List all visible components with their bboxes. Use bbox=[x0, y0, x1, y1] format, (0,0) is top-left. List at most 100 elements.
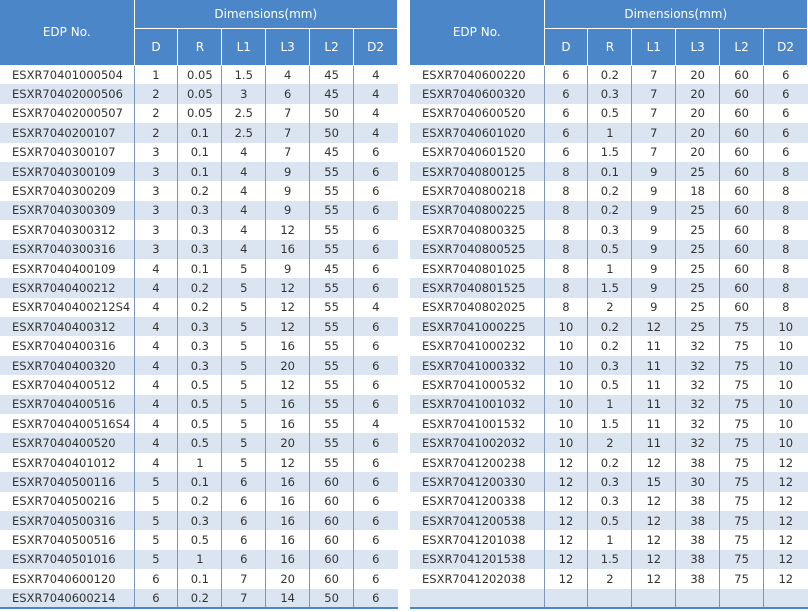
dimension-cell: 75 bbox=[719, 414, 764, 434]
table-row: ESXR7040400109 4 0.1 5 9 45 6 bbox=[0, 258, 398, 279]
dimension-cell: 0.2 bbox=[177, 278, 222, 298]
table-row: ESXR70402000507 2 0.05 2.5 7 50 4 bbox=[0, 103, 398, 124]
dimension-cell: 4 bbox=[221, 161, 266, 182]
dimension-cell: 9 bbox=[265, 200, 310, 221]
dimension-cell: 6 bbox=[763, 103, 808, 124]
column-header-r: R bbox=[587, 27, 633, 66]
column-header-d: D bbox=[133, 27, 179, 66]
dimension-cell: 2 bbox=[133, 123, 178, 143]
dimension-cell: 75 bbox=[719, 317, 764, 337]
dimension-cell: 6 bbox=[353, 239, 398, 259]
dimension-cell: 16 bbox=[265, 530, 310, 550]
edp-cell: ESXR7040400320 bbox=[0, 355, 134, 376]
table-row: ESXR7040600214 6 0.2 7 14 50 6 bbox=[0, 588, 398, 608]
dimension-cell: 0.2 bbox=[587, 65, 632, 85]
dimension-cell: 5 bbox=[221, 336, 266, 356]
dimension-cell: 12 bbox=[763, 530, 808, 550]
dimension-cell: 55 bbox=[309, 433, 354, 453]
dimension-cell: 60 bbox=[719, 103, 764, 124]
dimension-cell: 6 bbox=[353, 200, 398, 221]
dimension-cell: 12 bbox=[543, 549, 588, 570]
dimension-cell: 55 bbox=[309, 200, 354, 221]
dimension-cell: 12 bbox=[763, 510, 808, 531]
dimension-cell: 20 bbox=[265, 355, 310, 376]
dimension-cell: 60 bbox=[719, 278, 764, 298]
dimension-cell: 0.3 bbox=[177, 239, 222, 259]
table-row: ESXR7040400212S4 4 0.2 5 12 55 4 bbox=[0, 297, 398, 318]
dimension-cell: 20 bbox=[675, 142, 720, 162]
dimension-cell: 12 bbox=[543, 452, 588, 473]
dimension-cell: 25 bbox=[675, 317, 720, 337]
table-row: ESXR7041200338 12 0.3 12 38 75 12 bbox=[410, 491, 808, 511]
dimension-cell: 38 bbox=[675, 452, 720, 473]
dimension-cell: 11 bbox=[631, 414, 676, 434]
dimension-cell: 9 bbox=[265, 181, 310, 201]
dimension-cell: 0.2 bbox=[587, 200, 632, 221]
dimension-cell: 75 bbox=[719, 433, 764, 453]
dimension-cell: 75 bbox=[719, 491, 764, 511]
edp-cell: ESXR7041002032 bbox=[410, 433, 544, 453]
dimension-cell: 0.05 bbox=[177, 65, 222, 85]
edp-header: EDP No. bbox=[410, 0, 545, 66]
dimension-cell: 9 bbox=[265, 161, 310, 182]
dimension-cell: 6 bbox=[353, 588, 398, 608]
dimension-cell: 12 bbox=[543, 491, 588, 511]
dimensions-table-left: EDP No. Dimensions(mm) D R L1 L3 L2 D2 ESXR70401… bbox=[0, 0, 398, 609]
dimension-cell: 55 bbox=[309, 161, 354, 182]
dimension-cell: 0.3 bbox=[587, 220, 632, 240]
dimension-cell: 6 bbox=[353, 549, 398, 570]
table-row: ESXR7041200330 12 0.3 15 30 75 12 bbox=[410, 472, 808, 492]
dimension-cell: 16 bbox=[265, 510, 310, 531]
dimension-cell: 6 bbox=[265, 84, 310, 104]
dimension-cell: 1.5 bbox=[587, 278, 632, 298]
dimension-cell bbox=[719, 588, 764, 608]
table-row: ESXR7040300109 3 0.1 4 9 55 6 bbox=[0, 161, 398, 182]
dimension-cell: 0.2 bbox=[587, 452, 632, 473]
dimension-cell: 3 bbox=[133, 161, 178, 182]
table-row: ESXR7040600120 6 0.1 7 20 60 6 bbox=[0, 569, 398, 589]
dimension-cell: 4 bbox=[133, 258, 178, 279]
edp-cell: ESXR7040600220 bbox=[422, 67, 526, 82]
dimension-cell: 6 bbox=[221, 530, 266, 550]
dimension-cell: 45 bbox=[309, 65, 354, 85]
dimension-cell: 11 bbox=[631, 336, 676, 356]
dimension-cell: 0.1 bbox=[587, 161, 632, 182]
dimension-cell: 0.05 bbox=[177, 103, 222, 124]
dimension-cell: 8 bbox=[543, 161, 588, 182]
dimension-cell: 7 bbox=[631, 103, 676, 124]
dimension-cell: 7 bbox=[631, 65, 676, 85]
dimension-cell: 15 bbox=[631, 472, 676, 492]
dimension-cell: 12 bbox=[543, 472, 588, 492]
dimension-cell: 60 bbox=[719, 200, 764, 221]
dimension-cell: 60 bbox=[719, 161, 764, 182]
dimension-cell: 60 bbox=[309, 510, 354, 531]
dimension-cell: 4 bbox=[221, 200, 266, 221]
dimension-cell: 5 bbox=[221, 433, 266, 453]
dimension-cell: 4 bbox=[133, 297, 178, 318]
dimension-cell: 4 bbox=[353, 103, 398, 124]
dimension-cell: 6 bbox=[353, 491, 398, 511]
dimension-cell: 75 bbox=[719, 394, 764, 415]
edp-cell: ESXR7040802025 bbox=[422, 300, 526, 315]
dimensions-header: Dimensions(mm) bbox=[133, 0, 398, 29]
dimension-cell: 20 bbox=[265, 569, 310, 589]
dimension-cell: 20 bbox=[265, 433, 310, 453]
table-row: ESXR7041001032 10 1 11 32 75 10 bbox=[410, 394, 808, 415]
dimension-cell: 7 bbox=[631, 84, 676, 104]
dimension-cell: 32 bbox=[675, 375, 720, 395]
dimension-cell: 6 bbox=[353, 510, 398, 531]
dimension-cell: 0.2 bbox=[177, 181, 222, 201]
dimension-cell: 0.5 bbox=[177, 530, 222, 550]
edp-cell: ESXR7041001032 bbox=[410, 394, 544, 415]
table-row: ESXR7041001532 10 1.5 11 32 75 10 bbox=[410, 414, 808, 434]
dimension-cell bbox=[763, 588, 808, 608]
dimension-cell: 6 bbox=[353, 452, 398, 473]
dimension-cell: 25 bbox=[675, 200, 720, 221]
dimension-cell: 12 bbox=[265, 452, 310, 473]
dimension-cell: 16 bbox=[265, 336, 310, 356]
dimension-cell: 20 bbox=[675, 65, 720, 85]
edp-cell: ESXR70402000506 bbox=[0, 84, 134, 104]
dimension-cell: 1 bbox=[177, 452, 222, 473]
edp-cell: ESXR7040800218 bbox=[422, 184, 526, 199]
dimension-cell: 12 bbox=[763, 472, 808, 492]
